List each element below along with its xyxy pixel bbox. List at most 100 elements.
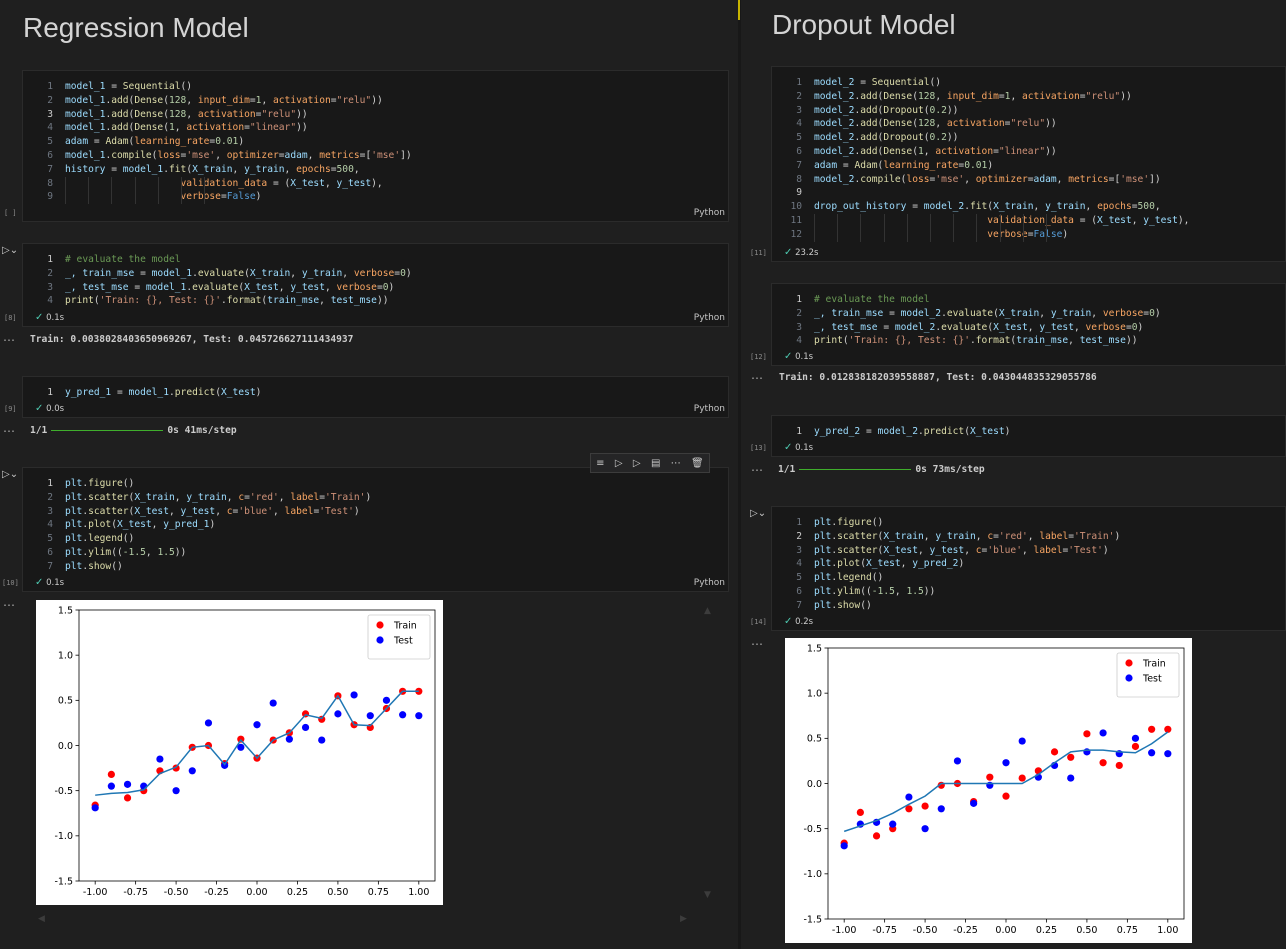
- code-line[interactable]: 7 history = model_1.fit(X_train, y_train,…: [23, 163, 412, 177]
- code-line[interactable]: 11 validation_data = (X_test, y_test),: [772, 213, 1189, 228]
- code-line[interactable]: 3 plt.scatter(X_test, y_test, c='blue', l…: [772, 544, 1120, 558]
- code-line[interactable]: 4 print('Train: {}, Test: {}'.format(trai…: [772, 334, 1161, 348]
- code-line[interactable]: 7 plt.show(): [23, 560, 371, 574]
- code-cell-predict[interactable]: 1 y_pred_1 = model_1.predict(X_test) ✓ 0.…: [22, 376, 729, 418]
- language-label[interactable]: Python: [693, 578, 725, 588]
- execute-below-icon[interactable]: ▷: [632, 457, 641, 469]
- output-menu-icon[interactable]: ⋯: [751, 371, 763, 385]
- code-cell-predict[interactable]: 1 y_pred_2 = model_2.predict(X_test) ✓ 0.…: [771, 415, 1286, 457]
- code-editor[interactable]: 1 plt.figure() 2 plt.scatter(X_train, y_tra…: [772, 516, 1120, 613]
- output-menu-icon[interactable]: ⋯: [3, 333, 15, 347]
- code-line[interactable]: 1 plt.figure(): [23, 477, 371, 491]
- scroll-down-arrow[interactable]: ▼: [704, 890, 711, 900]
- output-menu-icon[interactable]: ⋯: [3, 424, 15, 438]
- code-token: metrics: [319, 149, 360, 161]
- code-line[interactable]: 6 plt.ylim((-1.5, 1.5)): [772, 585, 1120, 599]
- run-cell-icon[interactable]: ▷⌄: [750, 508, 767, 519]
- code-line[interactable]: 1 plt.figure(): [772, 516, 1120, 530]
- execute-above-icon[interactable]: ▷: [614, 457, 623, 469]
- code-line[interactable]: 1 # evaluate the model: [23, 253, 412, 267]
- code-line[interactable]: 8 model_2.compile(loss='mse', optimizer=a…: [772, 173, 1189, 187]
- code-editor[interactable]: 1 # evaluate the model 2 _, train_mse = mod…: [772, 293, 1161, 348]
- language-label[interactable]: Python: [693, 313, 725, 323]
- code-line[interactable]: 2 _, train_mse = model_1.evaluate(X_train…: [23, 267, 411, 281]
- code-token: =: [958, 159, 965, 171]
- code-editor[interactable]: 1 y_pred_1 = model_1.predict(X_test): [23, 386, 261, 400]
- code-cell-model-definition[interactable]: 1 model_1 = Sequential() 2 model_1.add(Dens…: [22, 70, 729, 222]
- code-editor[interactable]: 1 model_1 = Sequential() 2 model_1.add(Dens…: [23, 80, 412, 205]
- scroll-up-arrow[interactable]: ▲: [704, 606, 711, 616]
- run-cell-icon[interactable]: ▷⌄: [2, 469, 19, 480]
- code-line[interactable]: 3 model_2.add(Dropout(0.2)): [772, 104, 1189, 118]
- language-label[interactable]: Python: [693, 208, 725, 218]
- code-line[interactable]: 8 validation_data = (X_test, y_test),: [23, 176, 412, 191]
- code-line[interactable]: 12 verbose=False): [772, 227, 1189, 242]
- code-token: y_train: [186, 491, 227, 503]
- code-line[interactable]: 9: [772, 186, 1189, 200]
- more-actions-icon[interactable]: ⋯: [670, 457, 681, 469]
- plot-output: -1.00 -0.75 -0.50 -0.25 0.00 0.25 0.50 0.75 1.00…: [785, 638, 1192, 943]
- code-cell-model-definition[interactable]: 1 model_2 = Sequential() 2 model_2.add(Dens…: [771, 66, 1286, 262]
- code-cell-evaluate[interactable]: 1 # evaluate the model 2 _, train_mse = mod…: [771, 283, 1286, 366]
- code-line[interactable]: 4 plt.plot(X_test, y_pred_2): [772, 557, 1120, 571]
- code-line[interactable]: 6 model_1.compile(loss='mse', optimizer=a…: [23, 149, 411, 163]
- code-line[interactable]: 1 y_pred_2 = model_2.predict(X_test): [772, 425, 1010, 439]
- code-line[interactable]: 1 model_1 = Sequential(): [23, 80, 412, 94]
- code-token: ,: [324, 281, 337, 293]
- code-cell-plot[interactable]: 1 plt.figure() 2 plt.scatter(X_train, y_tra…: [771, 506, 1286, 631]
- scroll-left-arrow[interactable]: ◀: [38, 914, 45, 924]
- code-line[interactable]: 6 model_2.add(Dense(1, activation="linear…: [772, 145, 1189, 159]
- code-line[interactable]: 2 model_1.add(Dense(128, input_dim=1, act…: [23, 94, 412, 108]
- legend-marker: [1125, 659, 1133, 667]
- code-cell-evaluate[interactable]: 1 # evaluate the model 2 _, train_mse = mod…: [22, 243, 729, 327]
- execution-count: [12]: [750, 353, 767, 361]
- code-line[interactable]: 2 plt.scatter(X_train, y_train, c='red', …: [23, 491, 371, 505]
- code-line[interactable]: 2 plt.scatter(X_train, y_train, c='red', …: [772, 530, 1120, 544]
- code-line[interactable]: 3 _, test_mse = model_1.evaluate(X_test, …: [23, 281, 412, 295]
- code-line[interactable]: 2 model_2.add(Dense(128, input_dim=1, act…: [772, 90, 1189, 104]
- code-line[interactable]: 5 plt.legend(): [23, 532, 371, 546]
- code-line[interactable]: 4 model_1.add(Dense(1, activation="linear…: [23, 121, 412, 135]
- code-line[interactable]: 1 model_2 = Sequential(): [772, 76, 1189, 90]
- output-menu-icon[interactable]: ⋯: [751, 463, 763, 477]
- code-line[interactable]: 10 drop_out_history = model_2.fit(X_train…: [772, 200, 1189, 214]
- code-cell-plot[interactable]: 1 plt.figure() 2 plt.scatter(X_train, y_tra…: [22, 467, 729, 592]
- code-line[interactable]: 4 plt.plot(X_test, y_pred_1): [23, 518, 371, 532]
- code-line[interactable]: 5 adam = Adam(learning_rate=0.01): [23, 135, 412, 149]
- output-menu-icon[interactable]: ⋯: [751, 637, 763, 651]
- scroll-right-arrow[interactable]: ▶: [680, 914, 687, 924]
- code-editor[interactable]: 1 # evaluate the model 2 _, train_mse = mod…: [23, 253, 412, 308]
- code-token: =: [993, 145, 999, 157]
- line-number: 7: [47, 560, 53, 572]
- code-line[interactable]: 6 plt.ylim((-1.5, 1.5)): [23, 546, 371, 560]
- code-line[interactable]: 3 model_1.add(Dense(128, activation="relu…: [23, 108, 412, 122]
- line-number: 1: [47, 478, 53, 489]
- split-cell-icon[interactable]: ▤: [650, 457, 661, 469]
- code-line[interactable]: 7 plt.show(): [772, 599, 1120, 613]
- code-token: "linear": [998, 145, 1046, 157]
- code-line[interactable]: 5 plt.legend(): [772, 571, 1120, 585]
- code-line[interactable]: 5 model_2.add(Dropout(0.2)): [772, 131, 1189, 145]
- code-line[interactable]: 7 adam = Adam(learning_rate=0.01): [772, 159, 1189, 173]
- test-point: [188, 767, 196, 775]
- code-line[interactable]: 2 _, train_mse = model_2.evaluate(X_train…: [772, 307, 1160, 321]
- code-line[interactable]: 1 # evaluate the model: [772, 293, 1161, 307]
- code-line[interactable]: 4 model_2.add(Dense(128, activation="relu…: [772, 117, 1189, 131]
- code-editor[interactable]: 1 model_2 = Sequential() 2 model_2.add(Dens…: [772, 76, 1189, 242]
- code-token: add: [860, 90, 878, 102]
- run-cell-icon[interactable]: ▷⌄: [2, 245, 19, 256]
- code-editor[interactable]: 1 plt.figure() 2 plt.scatter(X_train, y_tra…: [23, 477, 371, 574]
- code-line[interactable]: 3 _, test_mse = model_2.evaluate(X_test, …: [772, 321, 1161, 335]
- code-line[interactable]: 1 y_pred_1 = model_1.predict(X_test): [23, 386, 261, 400]
- train-point: [872, 832, 881, 840]
- delete-cell-icon[interactable]: 🗑: [691, 457, 704, 469]
- code-line[interactable]: 9 verbose=False): [23, 190, 412, 205]
- check-icon: ✓: [784, 247, 793, 258]
- pane-splitter[interactable]: [738, 0, 741, 949]
- code-line[interactable]: 3 plt.scatter(X_test, y_test, c='blue', l…: [23, 505, 371, 519]
- code-line[interactable]: 4 print('Train: {}, Test: {}'.format(trai…: [23, 294, 412, 308]
- output-menu-icon[interactable]: ⋯: [3, 598, 15, 612]
- language-label[interactable]: Python: [693, 404, 725, 414]
- code-editor[interactable]: 1 y_pred_2 = model_2.predict(X_test): [772, 425, 1010, 439]
- run-by-line-icon[interactable]: ≡: [596, 457, 605, 469]
